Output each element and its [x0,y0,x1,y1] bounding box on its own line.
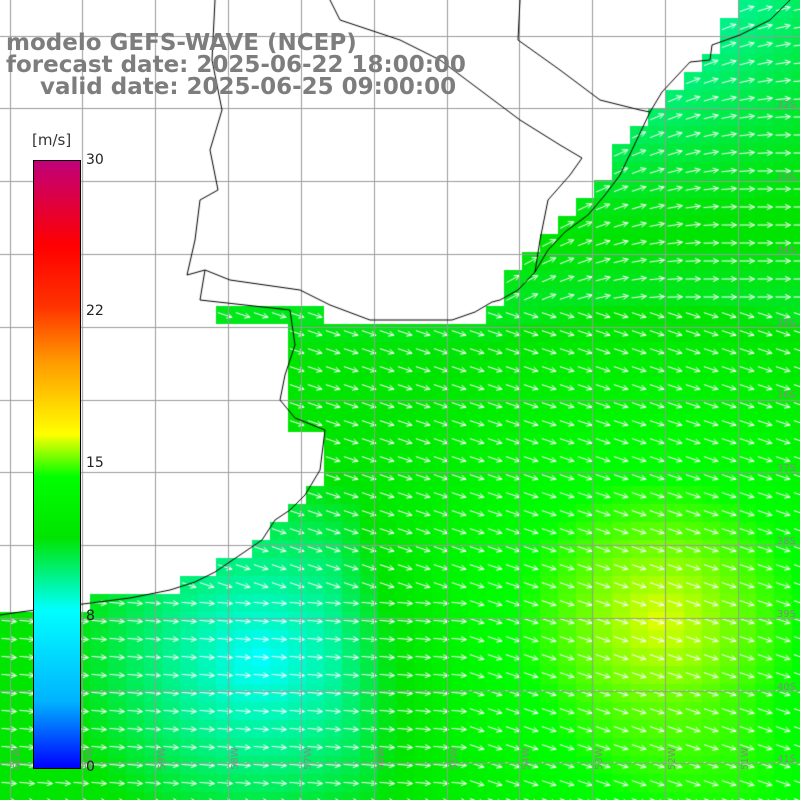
lon-label: 54W [521,747,532,770]
colorbar-tick-8: 8 [86,608,95,624]
lon-label: 56W [376,747,387,770]
lon-label: 51W [740,747,751,770]
lat-label: 37S [776,463,796,474]
model-title: modelo GEFS-WAVE (NCEP) [6,30,357,56]
lon-label: 52W [667,747,678,770]
lat-label: 32S [776,100,796,111]
lat-label: 40S [776,682,796,693]
lon-label: 59W [157,747,168,770]
lat-label: 35S [776,318,796,329]
lon-label: 57W [303,747,314,770]
lon-label: 58W [230,747,241,770]
colorbar-tick-30: 30 [86,152,104,168]
lon-label: 55W [449,747,460,770]
colorbar-tick-22: 22 [86,303,104,319]
colorbar [33,160,81,769]
lon-label: 53W [594,747,605,770]
lat-label: 41S [776,754,796,765]
lat-label: 39S [776,609,796,620]
lat-label: 33S [776,172,796,183]
colorbar-unit: [m/s] [30,131,74,149]
colorbar-tick-15: 15 [86,455,104,471]
lat-label: 36S [776,390,796,401]
forecast-date: forecast date: 2025-06-22 18:00:00 [6,52,466,78]
colorbar-tick-0: 0 [86,759,95,775]
lat-label: 38S [776,536,796,547]
lat-label: 34S [776,245,796,256]
lon-label: 61W [12,747,23,770]
valid-date: valid date: 2025-06-25 09:00:00 [40,74,457,100]
